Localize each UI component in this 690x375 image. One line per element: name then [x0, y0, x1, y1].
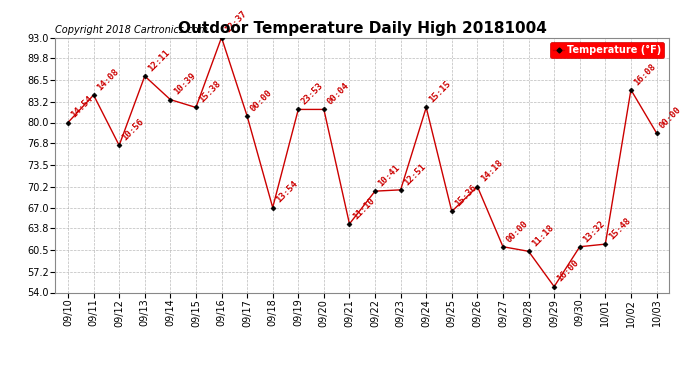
Text: 10:41: 10:41 [377, 163, 402, 188]
Text: 11:10: 11:10 [351, 196, 376, 221]
Text: 15:15: 15:15 [428, 80, 453, 105]
Text: 12:11: 12:11 [146, 48, 172, 73]
Text: 10:56: 10:56 [121, 117, 146, 142]
Text: 12:37: 12:37 [223, 9, 248, 35]
Text: 12:51: 12:51 [402, 162, 427, 187]
Text: 16:08: 16:08 [632, 62, 658, 87]
Text: 00:00: 00:00 [658, 105, 683, 130]
Text: 15:48: 15:48 [607, 216, 632, 242]
Text: Copyright 2018 Cartronics.com: Copyright 2018 Cartronics.com [55, 25, 208, 35]
Text: 00:00: 00:00 [504, 219, 530, 244]
Text: 10:39: 10:39 [172, 72, 197, 97]
Text: 23:53: 23:53 [299, 81, 325, 106]
Text: 00:04: 00:04 [325, 81, 351, 106]
Text: 11:18: 11:18 [530, 223, 555, 249]
Text: 14:08: 14:08 [95, 67, 120, 92]
Text: 13:54: 13:54 [274, 179, 299, 205]
Text: 13:32: 13:32 [581, 219, 607, 244]
Text: 14:18: 14:18 [479, 158, 504, 184]
Legend: Temperature (°F): Temperature (°F) [550, 42, 664, 58]
Title: Outdoor Temperature Daily High 20181004: Outdoor Temperature Daily High 20181004 [178, 21, 546, 36]
Text: 15:36: 15:36 [453, 183, 479, 209]
Text: 14:54: 14:54 [70, 94, 95, 120]
Text: 16:00: 16:00 [555, 258, 581, 284]
Text: 15:38: 15:38 [197, 80, 223, 105]
Text: 00:00: 00:00 [248, 88, 274, 113]
